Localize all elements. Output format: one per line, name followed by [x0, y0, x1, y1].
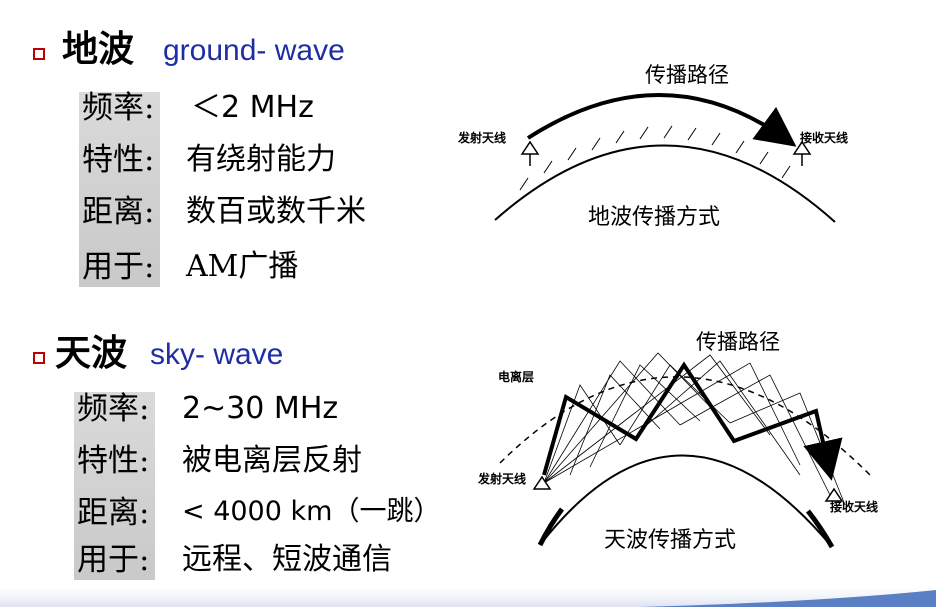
- bullet-ground-wave: [33, 48, 45, 60]
- sky-transmit-label: 发射天线: [477, 471, 526, 486]
- ground-wave-title-cn: 地波: [62, 29, 135, 70]
- ground-propagation-arrow: [526, 93, 797, 147]
- ground-label-usage: 用于:: [82, 249, 155, 285]
- sky-diagram-caption: 天波传播方式: [604, 528, 736, 553]
- sky-thin-rays: [543, 352, 846, 506]
- sky-wave-title-cn: 天波: [55, 333, 128, 374]
- ground-value-characteristic: 有绕射能力: [186, 142, 336, 177]
- sky-transmit-antenna-icon: [532, 475, 552, 490]
- sky-value-frequency: 2~30 MHz: [182, 391, 339, 426]
- sky-ionosphere-label: 电离层: [498, 369, 534, 384]
- sky-earth-thick-right: [806, 509, 835, 549]
- sky-receive-antenna-icon: [824, 487, 844, 502]
- sky-propagation-path: [542, 361, 843, 481]
- sky-label-characteristic: 特性:: [77, 443, 150, 479]
- ground-wave-title-en: ground- wave: [163, 34, 345, 67]
- ground-labels-background: [79, 92, 160, 287]
- sky-labels-background: [74, 392, 155, 580]
- ground-receive-label: 接收天线: [800, 130, 848, 145]
- ground-label-distance: 距离:: [82, 194, 155, 230]
- ground-label-frequency: 频率:: [82, 90, 155, 126]
- sky-wave-title-en: sky- wave: [150, 338, 284, 371]
- sky-label-usage: 用于:: [77, 542, 150, 578]
- bullet-sky-wave: [33, 352, 45, 364]
- sky-path-label: 传播路径: [696, 330, 780, 354]
- ground-diagram-caption: 地波传播方式: [588, 205, 720, 230]
- sky-value-usage: 远程、短波通信: [182, 542, 392, 577]
- ground-label-characteristic: 特性:: [82, 142, 155, 178]
- sky-label-distance: 距离:: [77, 495, 150, 531]
- ground-surface-hatching: [519, 125, 791, 191]
- ground-value-frequency: ＜2 MHz: [191, 90, 314, 125]
- slide-bottom-swoosh: [640, 590, 936, 607]
- sky-label-frequency: 频率:: [77, 391, 150, 427]
- sky-earth-surface: [539, 454, 833, 548]
- slide-bottom-band: [0, 588, 936, 607]
- sky-wave-diagram: 传播路径 电离层 发射天线 接收天线 天波传播方式: [477, 330, 878, 553]
- ground-earth-surface: [494, 144, 836, 223]
- ground-transmit-label: 发射天线: [457, 130, 506, 145]
- ground-transmit-antenna-icon: [520, 140, 540, 155]
- sky-earth-thick-left: [537, 507, 565, 547]
- ground-value-usage: AM广播: [186, 249, 299, 284]
- sky-value-distance: < 4000 km（一跳）: [182, 496, 441, 527]
- sky-value-characteristic: 被电离层反射: [182, 443, 362, 478]
- ground-value-distance: 数百或数千米: [186, 194, 366, 229]
- ground-path-label: 传播路径: [645, 63, 729, 87]
- ground-wave-diagram: 传播路径 发射天线 接收天线 地波传播方式: [457, 63, 848, 230]
- sky-receive-label: 接收天线: [830, 499, 878, 514]
